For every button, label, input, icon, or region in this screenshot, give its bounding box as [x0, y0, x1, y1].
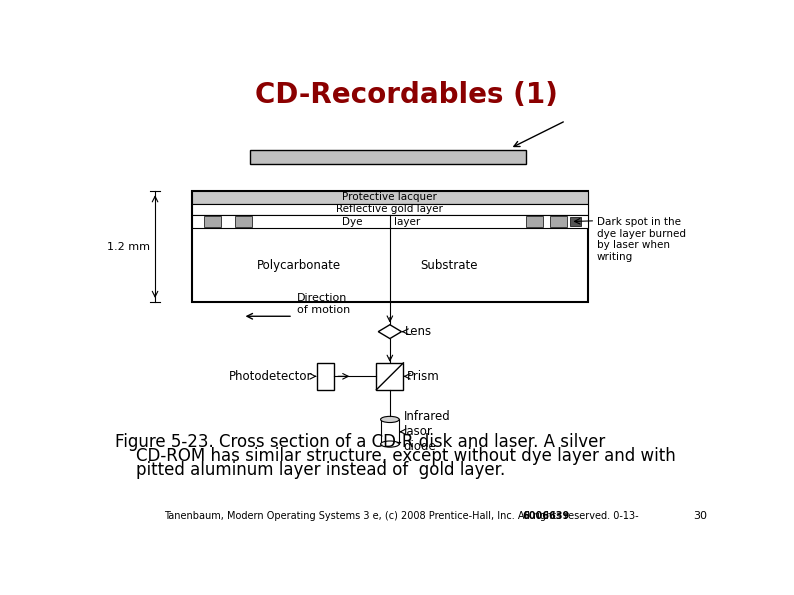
Ellipse shape: [380, 441, 399, 447]
Bar: [380, 419, 399, 444]
Bar: [235, 216, 252, 227]
Text: 30: 30: [693, 512, 707, 521]
Text: Figure 5-23. Cross section of a CD-R disk and laser. A silver: Figure 5-23. Cross section of a CD-R dis…: [115, 433, 605, 451]
Text: layer: layer: [394, 217, 420, 227]
Text: 1.2 mm: 1.2 mm: [107, 242, 150, 252]
Text: Direction
of motion: Direction of motion: [297, 293, 350, 315]
Bar: [317, 363, 333, 390]
Bar: [550, 216, 568, 227]
Bar: [192, 204, 588, 215]
Text: Lens: Lens: [406, 325, 433, 338]
Text: CD-Recordables (1): CD-Recordables (1): [256, 80, 558, 108]
Bar: [204, 216, 221, 227]
Text: Dye: Dye: [342, 217, 363, 227]
Polygon shape: [378, 325, 402, 339]
Bar: [192, 215, 588, 228]
Bar: [570, 217, 580, 226]
Bar: [526, 216, 542, 227]
Text: Infrared
lasor
diode: Infrared lasor diode: [404, 411, 450, 453]
Text: Polycarbonate: Polycarbonate: [257, 259, 341, 272]
Ellipse shape: [380, 416, 399, 422]
Text: Photodetector: Photodetector: [229, 370, 313, 383]
Text: Prism: Prism: [407, 370, 440, 383]
Bar: [376, 363, 403, 390]
Text: pitted aluminum layer instead of  gold layer.: pitted aluminum layer instead of gold la…: [115, 461, 505, 479]
Text: 6006639: 6006639: [522, 512, 569, 521]
Text: Dark spot in the
dye layer burned
by laser when
writing: Dark spot in the dye layer burned by las…: [597, 217, 686, 262]
Bar: [192, 191, 588, 204]
Text: CD-ROM has similar structure, except without dye layer and with: CD-ROM has similar structure, except wit…: [115, 447, 676, 465]
Text: Tanenbaum, Modern Operating Systems 3 e, (c) 2008 Prentice-Hall, Inc. All rights: Tanenbaum, Modern Operating Systems 3 e,…: [164, 512, 639, 521]
Text: Protective lacquer: Protective lacquer: [342, 192, 437, 202]
Text: Substrate: Substrate: [420, 259, 478, 272]
Bar: [192, 191, 588, 302]
Text: Reflective gold layer: Reflective gold layer: [337, 204, 443, 214]
Bar: [250, 150, 526, 164]
